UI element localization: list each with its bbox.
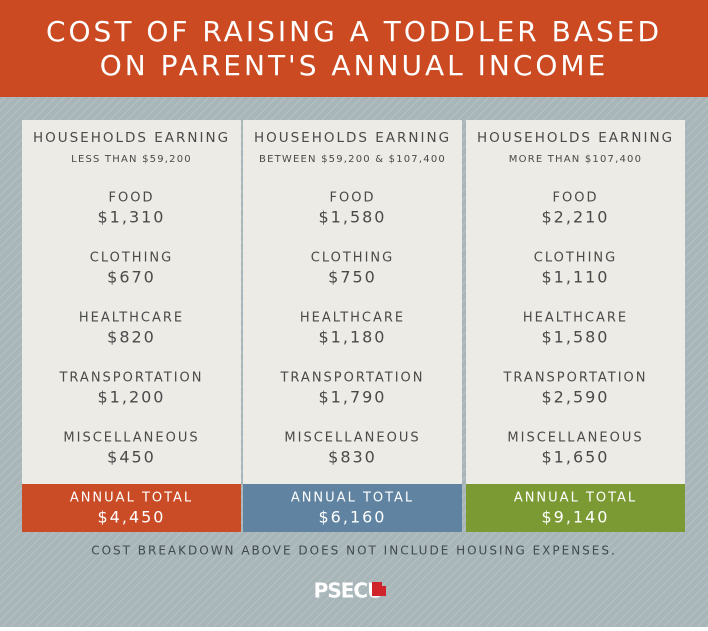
column-heading: HOUSEHOLDS EARNING (477, 130, 674, 146)
column-subheading: BETWEEN $59,200 & $107,400 (259, 154, 446, 165)
item-amount: $1,180 (319, 328, 387, 347)
item-amount: $1,310 (98, 208, 166, 227)
item-label: HEALTHCARE (523, 311, 628, 326)
total-amount: $9,140 (542, 508, 610, 527)
column-heading: HOUSEHOLDS EARNING (33, 130, 230, 146)
footnote: COST BREAKDOWN ABOVE DOES NOT INCLUDE HO… (91, 544, 617, 558)
total-label: ANNUAL TOTAL (291, 491, 414, 506)
total-band (22, 484, 241, 532)
item-amount: $2,590 (542, 388, 610, 407)
column-heading: HOUSEHOLDS EARNING (254, 130, 451, 146)
item-amount: $450 (107, 448, 156, 467)
total-label: ANNUAL TOTAL (70, 491, 193, 506)
item-amount: $820 (107, 328, 156, 347)
item-amount: $1,580 (542, 328, 610, 347)
item-amount: $1,790 (319, 388, 387, 407)
item-label: MISCELLANEOUS (507, 431, 643, 446)
item-amount: $2,210 (542, 208, 610, 227)
column-subheading: MORE THAN $107,400 (509, 154, 642, 165)
total-amount: $6,160 (319, 508, 387, 527)
item-label: MISCELLANEOUS (63, 431, 199, 446)
title: ON PARENT'S ANNUAL INCOME (100, 49, 609, 82)
total-band (466, 484, 685, 532)
item-label: HEALTHCARE (79, 311, 184, 326)
item-amount: $750 (328, 268, 377, 287)
item-amount: $1,200 (98, 388, 166, 407)
logo-mark (372, 582, 386, 596)
item-label: CLOTHING (311, 251, 394, 266)
columns: HOUSEHOLDS EARNING LESS THAN $59,200 FOOD $… (22, 120, 685, 532)
item-label: TRANSPORTATION (58, 371, 203, 386)
item-label: FOOD (553, 191, 599, 206)
item-label: TRANSPORTATION (279, 371, 424, 386)
item-label: CLOTHING (90, 251, 173, 266)
item-label: FOOD (330, 191, 376, 206)
item-label: FOOD (109, 191, 155, 206)
item-label: CLOTHING (534, 251, 617, 266)
header-band (0, 0, 708, 97)
item-amount: $1,650 (542, 448, 610, 467)
column-panel (466, 120, 685, 484)
item-amount: $1,110 (542, 268, 610, 287)
column-panel (22, 120, 241, 484)
total-band (243, 484, 462, 532)
item-amount: $670 (107, 268, 156, 287)
column-subheading: LESS THAN $59,200 (71, 154, 192, 165)
item-amount: $1,580 (319, 208, 387, 227)
item-label: TRANSPORTATION (502, 371, 647, 386)
item-label: HEALTHCARE (300, 311, 405, 326)
logo: PSECU (314, 579, 383, 603)
total-amount: $4,450 (98, 508, 166, 527)
item-amount: $830 (328, 448, 377, 467)
item-label: MISCELLANEOUS (284, 431, 420, 446)
total-label: ANNUAL TOTAL (514, 491, 637, 506)
column-panel (243, 120, 462, 484)
title: COST OF RAISING A TODDLER BASED (46, 15, 662, 48)
